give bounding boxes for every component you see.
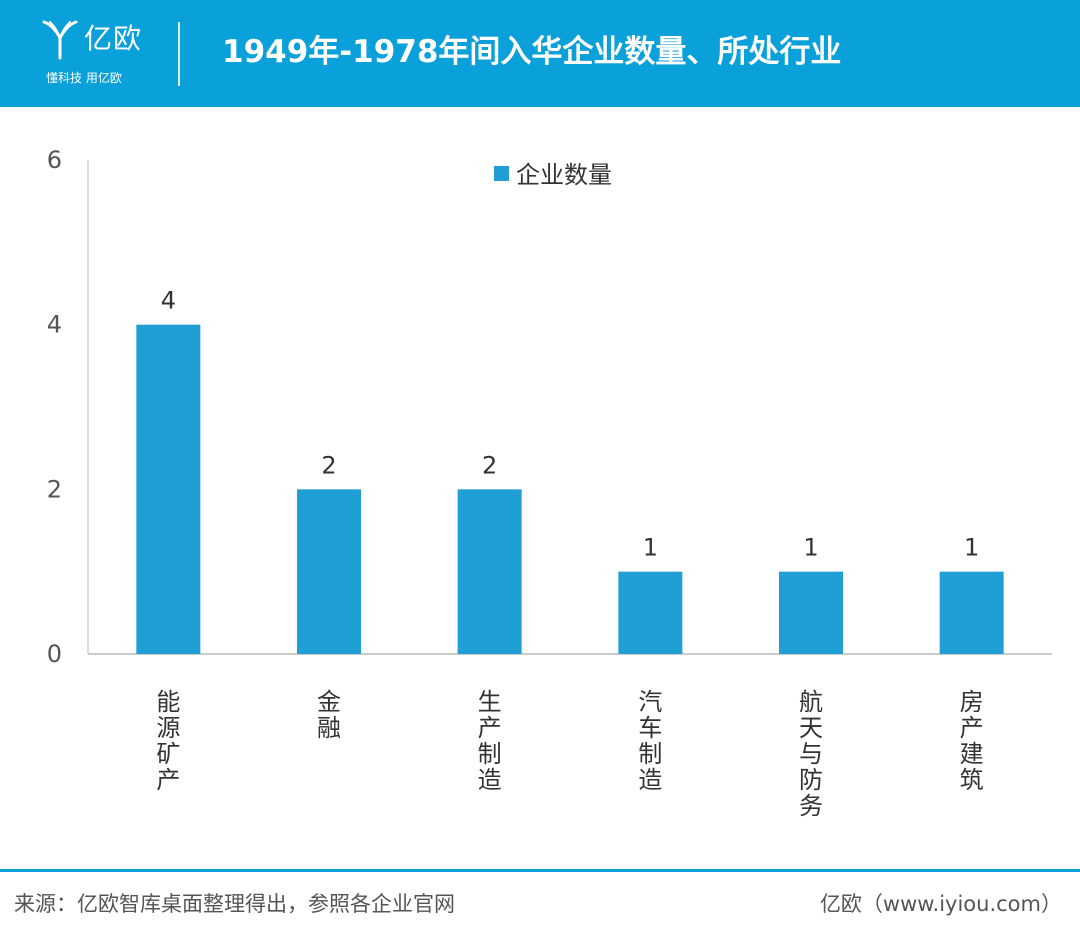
x-tick-label: 房产建筑 (960, 688, 984, 794)
data-label: 2 (482, 451, 497, 479)
footer-brand[interactable]: 亿欧（www.iyiou.com） (819, 892, 1062, 916)
source-note: 来源：亿欧智库桌面整理得出，参照各企业官网 (14, 892, 455, 916)
logo-name: 亿欧 (84, 22, 143, 55)
bar (779, 571, 843, 654)
legend: 企业数量 (494, 161, 612, 189)
data-label: 4 (161, 287, 176, 315)
footer-divider (0, 869, 1080, 872)
x-tick-label: 能源矿产 (156, 688, 180, 794)
data-label: 1 (643, 534, 658, 562)
yiou-logo[interactable]: 亿欧 懂科技 用亿欧 (40, 18, 150, 90)
bar (297, 489, 361, 654)
y-tick-label: 6 (47, 146, 62, 174)
yiou-logo-icon (42, 20, 78, 60)
bar-chart: 0 2 4 6 4 2 2 1 1 1 能源矿产 金融 生产制造 汽车制造 航天与防务 房产建筑 企业数量 (47, 146, 1052, 820)
y-tick-label: 0 (47, 640, 62, 668)
x-axis-labels: 能源矿产 金融 生产制造 汽车制造 航天与防务 房产建筑 (156, 688, 983, 820)
legend-swatch (494, 166, 509, 181)
y-tick-label: 4 (47, 311, 62, 339)
x-tick-label: 汽车制造 (638, 688, 662, 794)
bar (457, 489, 522, 654)
logo-slogan: 懂科技 用亿欧 (46, 71, 122, 85)
bar (618, 571, 683, 654)
data-label: 2 (321, 451, 336, 479)
legend-label: 企业数量 (516, 161, 612, 189)
bars: 4 2 2 1 1 1 (136, 287, 1004, 654)
header-divider (178, 22, 180, 86)
x-tick-label: 航天与防务 (799, 688, 823, 820)
bar (939, 571, 1004, 654)
y-axis: 0 2 4 6 (47, 146, 1052, 668)
data-label: 1 (803, 534, 818, 562)
bar (136, 324, 201, 654)
x-tick-label: 生产制造 (478, 688, 502, 794)
y-tick-label: 2 (47, 475, 62, 503)
page-title: 1949年-1978年间入华企业数量、所处行业 (222, 34, 842, 70)
x-tick-label: 金融 (317, 688, 341, 742)
data-label: 1 (964, 534, 979, 562)
header-banner: 亿欧 懂科技 用亿欧 1949年-1978年间入华企业数量、所处行业 (0, 0, 1080, 107)
